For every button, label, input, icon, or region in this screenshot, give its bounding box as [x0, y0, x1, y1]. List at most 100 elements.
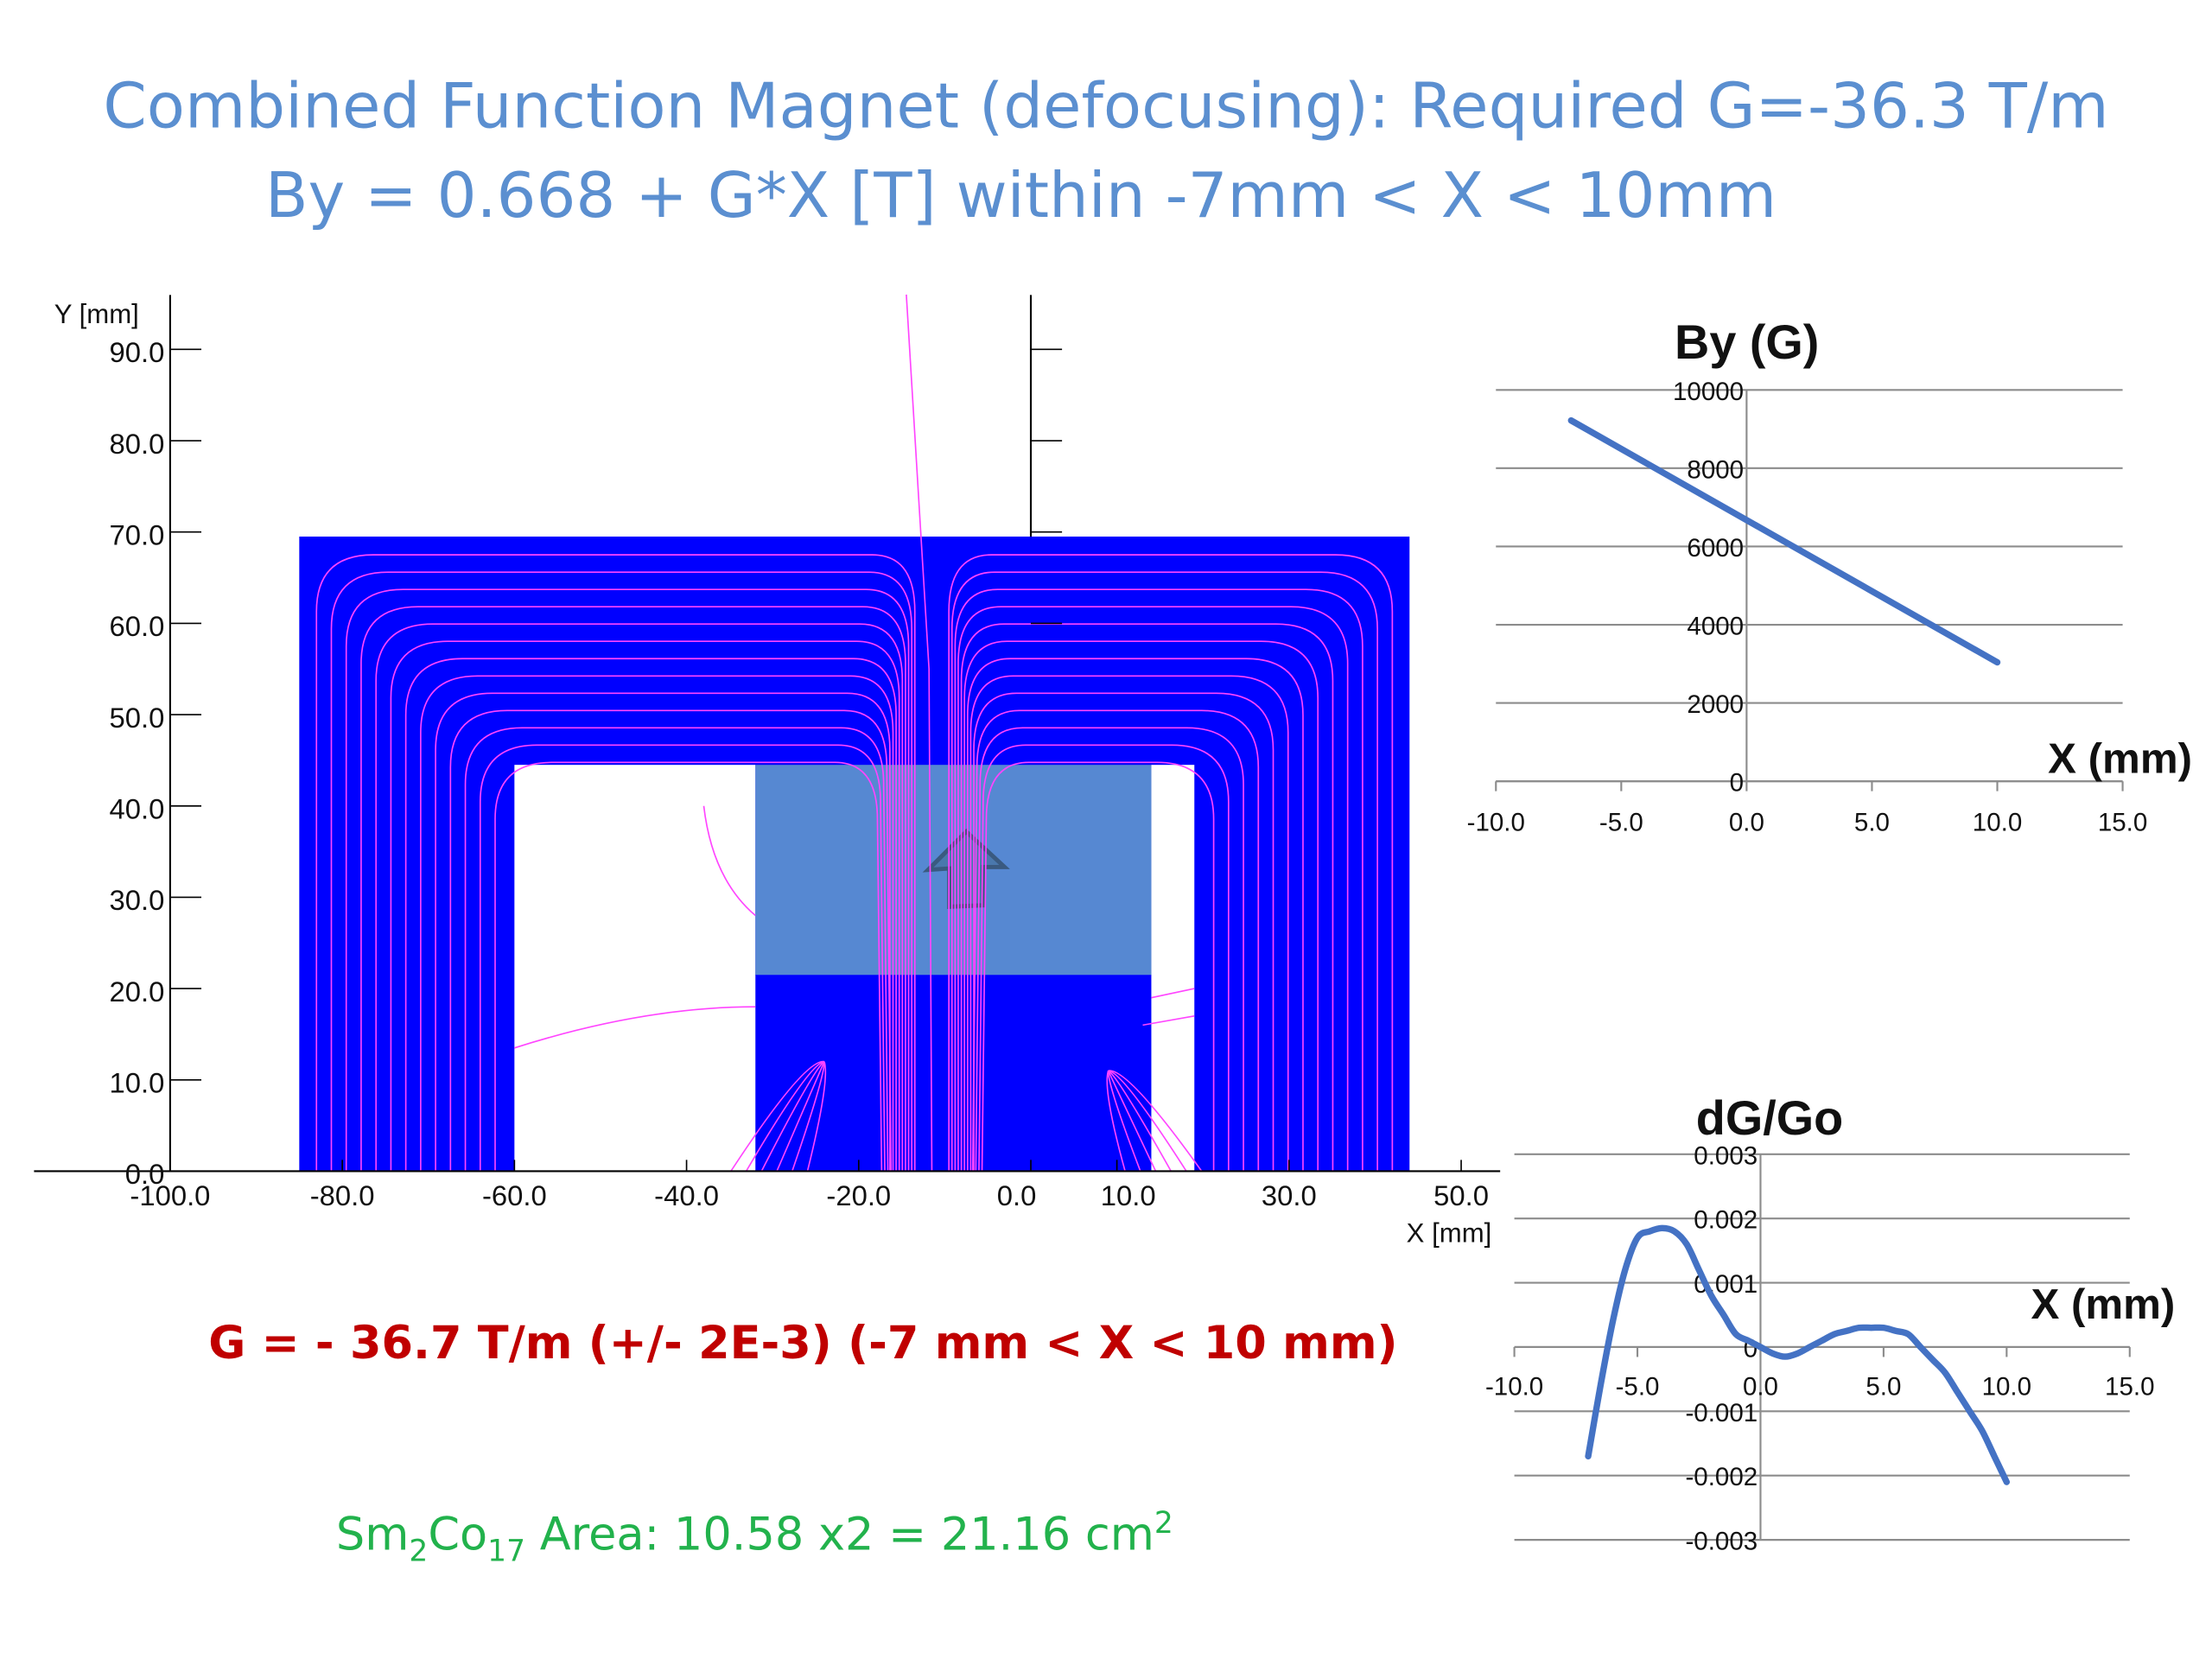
x-tick-label: -40.0: [654, 1179, 719, 1211]
fringe-line: [745, 1060, 825, 1172]
y-tick-label: 0.002: [1694, 1206, 1758, 1235]
fringe-line: [791, 1061, 825, 1172]
x-tick-label: 15.0: [2098, 809, 2147, 837]
y-tick-label: 2000: [1687, 690, 1744, 719]
air-gap-right: [1151, 765, 1195, 1172]
slide-title: Combined Function Magnet (defocusing): R…: [103, 71, 2109, 143]
area-sup-2: 2: [1154, 1505, 1173, 1541]
x-tick-label: 0.0: [997, 1179, 1037, 1211]
fringe-line: [806, 1061, 827, 1172]
area-co: Co: [428, 1507, 488, 1561]
x-tick-label: 10.0: [1101, 1179, 1156, 1211]
fringe-line: [1108, 1070, 1203, 1172]
y-tick-label: 6000: [1687, 534, 1744, 563]
x-tick-label: -5.0: [1599, 809, 1643, 837]
field-line: [963, 640, 1319, 1172]
by-chart: 0 2000 4000 6000 8000 10000 -10.0 -5.0 0.0 5.0 10.…: [1467, 315, 2192, 837]
field-line: [375, 623, 904, 1172]
x-tick-label: 50.0: [1433, 1179, 1489, 1211]
field-line: [978, 744, 1230, 1172]
field-line: [981, 761, 1215, 1172]
y-tick-label: 10000: [1673, 378, 1744, 406]
x-tick-label: 5.0: [1854, 809, 1890, 837]
iron-pole-tip: [755, 975, 1152, 1144]
x-axis-label: X [mm]: [1407, 1218, 1492, 1249]
fringe-line: [514, 1006, 756, 1049]
y-tick-label: 0: [1730, 769, 1744, 798]
gradient-result: G = - 36.7 T/m (+/- 2E-3) (-7 mm < X < 1…: [208, 1315, 1398, 1370]
y-tick-label: 60.0: [109, 610, 164, 642]
x-tick-label: 10.0: [1973, 809, 2022, 837]
fringe-line: [776, 1061, 825, 1172]
fringe-line: [702, 805, 756, 917]
field-line: [360, 606, 906, 1172]
series-line: [1567, 416, 2001, 666]
y-tick-label: -0.001: [1685, 1399, 1758, 1427]
fringe-line: [1106, 1070, 1126, 1172]
x-axis-title: X (mm): [2048, 734, 2192, 782]
field-line: [950, 571, 1378, 1172]
fringe-line: [1151, 988, 1195, 999]
field-line: [975, 727, 1244, 1172]
field-line: [315, 554, 916, 1172]
y-tick-label: 10.0: [109, 1067, 164, 1099]
fringe-line: [1108, 1070, 1173, 1172]
fringe-line: [1108, 1070, 1187, 1172]
field-line: [420, 675, 894, 1172]
x-tick-label: -60.0: [482, 1179, 547, 1211]
field-line: [464, 727, 889, 1172]
air-gap-left: [514, 765, 756, 1172]
fringe-line: [1142, 1015, 1195, 1027]
field-line: [969, 675, 1289, 1172]
field-line: [404, 658, 897, 1172]
field-line: [479, 744, 886, 1172]
area-sm: Sm: [335, 1507, 410, 1561]
magnet-area-note: Sm2Co17 Area: 10.58 x2 = 21.16 cm2: [336, 1506, 1173, 1568]
y-tick-label: 40.0: [109, 793, 164, 825]
y-tick-label: -0.003: [1685, 1528, 1758, 1556]
x-tick-label: -10.0: [1467, 809, 1525, 837]
field-line: [948, 554, 1394, 1172]
field-line: [973, 692, 1274, 1172]
y-tick-label: 90.0: [109, 336, 164, 368]
field-line: [330, 571, 912, 1172]
y-tick-label: 4000: [1687, 613, 1744, 641]
x-tick-label: 0.0: [1729, 809, 1764, 837]
y-tick-label: 80.0: [109, 428, 164, 460]
y-tick-label: 70.0: [109, 518, 164, 550]
field-line: [966, 658, 1304, 1172]
field-line: [957, 606, 1349, 1172]
chart-title: By (G): [1675, 315, 1819, 369]
area-sub-17: 17: [487, 1534, 526, 1568]
fringe-line: [760, 1060, 825, 1172]
x-tick-label: -80.0: [310, 1179, 375, 1211]
field-line: [960, 623, 1334, 1172]
field-map-plot: 0.0 10.0 20.0 30.0 40.0 50.0 60.0 70.0 80.0 90.0 Y…: [34, 294, 1501, 1249]
y-tick-label: 30.0: [109, 884, 164, 916]
y-tick-label: 50.0: [109, 702, 164, 734]
y-tick-label: 0.003: [1694, 1141, 1758, 1170]
x-tick-label: 0.0: [1743, 1373, 1778, 1402]
x-tick-label: 5.0: [1866, 1373, 1901, 1402]
chart-title: dG/Go: [1696, 1090, 1843, 1145]
y-tick-label: 20.0: [109, 976, 164, 1007]
x-tick-label: -5.0: [1616, 1373, 1660, 1402]
y-tick-label: 8000: [1687, 455, 1744, 484]
field-line: [449, 709, 893, 1172]
field-line: [906, 294, 933, 1172]
fringe-line: [1107, 1071, 1141, 1172]
y-tick-label: -0.002: [1685, 1463, 1758, 1491]
field-line: [494, 761, 883, 1172]
x-tick-label: -20.0: [826, 1179, 891, 1211]
y-tick-label: 0.0: [125, 1158, 165, 1190]
x-tick-label: 10.0: [1982, 1373, 2031, 1402]
field-line: [971, 709, 1260, 1172]
area-sub-2: 2: [409, 1534, 429, 1568]
x-axis-title: X (mm): [2031, 1281, 2175, 1328]
area-value: Area: 10.58 x2 = 21.16 cm: [525, 1507, 1154, 1561]
field-line: [345, 588, 910, 1172]
dg-go-chart: 0.0030.0020.0010-0.001-0.002-0.003-10.0-…: [1485, 1090, 2175, 1556]
y-axis-label: Y [mm]: [54, 299, 139, 329]
field-line: [390, 640, 900, 1172]
